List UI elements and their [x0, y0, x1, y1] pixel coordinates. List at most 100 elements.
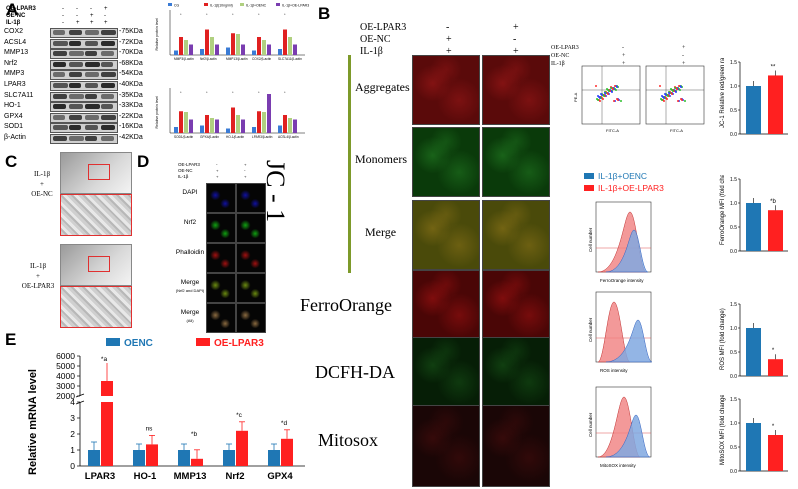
fold-ylabel: FerroOrange MFI (fold change): [720, 175, 726, 245]
small-bar: [267, 44, 271, 55]
d-micrograph: [236, 303, 266, 333]
jc1-sign-left: -: [446, 22, 450, 33]
tick-label: 1.0: [730, 421, 737, 427]
legend-label: IL-1β+OE-LPAR3: [598, 183, 664, 193]
histogram-xlabel: ROS intensity: [600, 368, 628, 373]
flow-condition-label: OE-NC: [551, 53, 570, 59]
d-row-sublabel: (All): [186, 318, 194, 323]
blot-band: [53, 40, 68, 46]
jc1-sign-right: +: [513, 22, 519, 33]
sig-marker: *: [284, 90, 286, 95]
blot-band: [53, 114, 65, 120]
c-condition-label: OE-NC: [31, 190, 53, 198]
histogram-blue-curve: [605, 319, 653, 363]
small-bar: [215, 119, 219, 133]
small-bar: [189, 119, 193, 133]
blot-sign: +: [90, 13, 94, 19]
histogram-ylabel: Cell number: [588, 412, 593, 437]
scatter-point: [604, 92, 606, 94]
small-bar: [236, 115, 240, 133]
legend-swatch: [196, 338, 210, 346]
small-bar: [226, 47, 230, 55]
blot-band: [69, 40, 81, 46]
blot-sign: -: [62, 13, 64, 19]
d-micrograph: [236, 213, 266, 243]
sig-marker: *: [258, 12, 260, 17]
small-bar: [267, 94, 271, 133]
blot-protein-label: LPAR3: [4, 81, 26, 88]
d-sign-left: -: [216, 162, 218, 167]
blot-band: [69, 114, 82, 120]
panel-label-b: B: [318, 4, 331, 23]
scatter-point: [596, 98, 598, 100]
tick-label: 0.5: [730, 225, 737, 231]
blot-kda-label: -22KDa: [119, 112, 143, 120]
tick-label: 4000: [56, 371, 75, 381]
histogram-ylabel: Cell number: [588, 227, 593, 252]
d-micrograph: [206, 183, 236, 213]
mrna-bar: [191, 458, 203, 466]
jc1-row-label: Merge: [365, 225, 397, 239]
blot-band: [69, 51, 84, 57]
scatter-point: [680, 98, 682, 100]
blot-strip: [50, 91, 118, 102]
blot-protein-label: HO-1: [4, 102, 21, 110]
micrograph: [412, 200, 480, 270]
d-micrograph: [206, 303, 236, 333]
tick-label: 1: [70, 445, 75, 455]
small-bar: [283, 29, 287, 55]
blot-condition-label: OE-NC: [6, 13, 26, 19]
mrna-bar: [236, 430, 248, 466]
mrna-bar: [101, 402, 113, 466]
small-bar: [241, 44, 245, 55]
jc1-condition-label: OE-LPAR3: [360, 22, 407, 33]
flow-sign-left: -: [622, 45, 624, 51]
legend-swatch: [106, 338, 120, 346]
fold-ylabel: MitoSOX MFI (fold change): [720, 395, 726, 465]
small-bar: [215, 44, 219, 55]
blot-kda-label: -72KDa: [119, 38, 143, 46]
small-chart-ylabel: Relative protein level: [155, 96, 159, 129]
panel-label-d: D: [137, 152, 150, 171]
b-legend: IL-1β+OENC IL-1β+OE-LPAR3: [584, 171, 664, 193]
blot-strip: [50, 49, 118, 60]
small-chart-category: MMP3/β-actin: [174, 57, 194, 61]
fold-bar: [746, 423, 761, 471]
small-bar: [293, 119, 297, 133]
fold-bar: [746, 203, 761, 251]
micrograph: [482, 200, 550, 270]
small-chart-category: LPAR3/β-actin: [252, 135, 273, 139]
mrna-ylabel: Relative mRNA level: [27, 369, 39, 475]
blot-sign: -: [104, 13, 106, 19]
small-bar: [283, 115, 287, 133]
mrna-bar: [146, 444, 158, 466]
d-condition-label: OE-LPAR3: [178, 162, 200, 167]
flow-condition-label: OE-LPAR3: [551, 45, 579, 51]
jc1-sign-left: +: [446, 46, 452, 57]
scatter-point: [659, 85, 661, 87]
micrograph: [482, 337, 550, 407]
small-chart-category: COX2/β-actin: [252, 57, 271, 61]
blot-band: [85, 72, 99, 78]
small-bar: [262, 40, 266, 55]
blot-band: [69, 136, 84, 141]
jc1-sign-right: +: [513, 46, 519, 57]
small-bar: [257, 37, 261, 55]
jc1-sign-right: -: [513, 34, 517, 45]
blot-protein-label: Nrf2: [4, 59, 18, 67]
fold-bar: [768, 75, 783, 134]
sig-marker: *: [258, 90, 260, 95]
d-row-sublabel: (Nrf2 and DAPI): [175, 288, 205, 293]
blot-band: [101, 51, 114, 57]
blot-strip: [50, 70, 118, 81]
blot-band: [53, 30, 65, 35]
blot-band: [85, 136, 97, 141]
sig-marker: *: [284, 12, 286, 17]
scatter-point: [597, 95, 599, 97]
blot-band: [53, 104, 66, 110]
tick-label: 1.0: [730, 326, 737, 332]
small-bar: [200, 49, 204, 55]
blot-band: [69, 93, 84, 99]
blot-band: [53, 125, 68, 131]
histogram: ROS intensity Cell number: [588, 291, 653, 373]
